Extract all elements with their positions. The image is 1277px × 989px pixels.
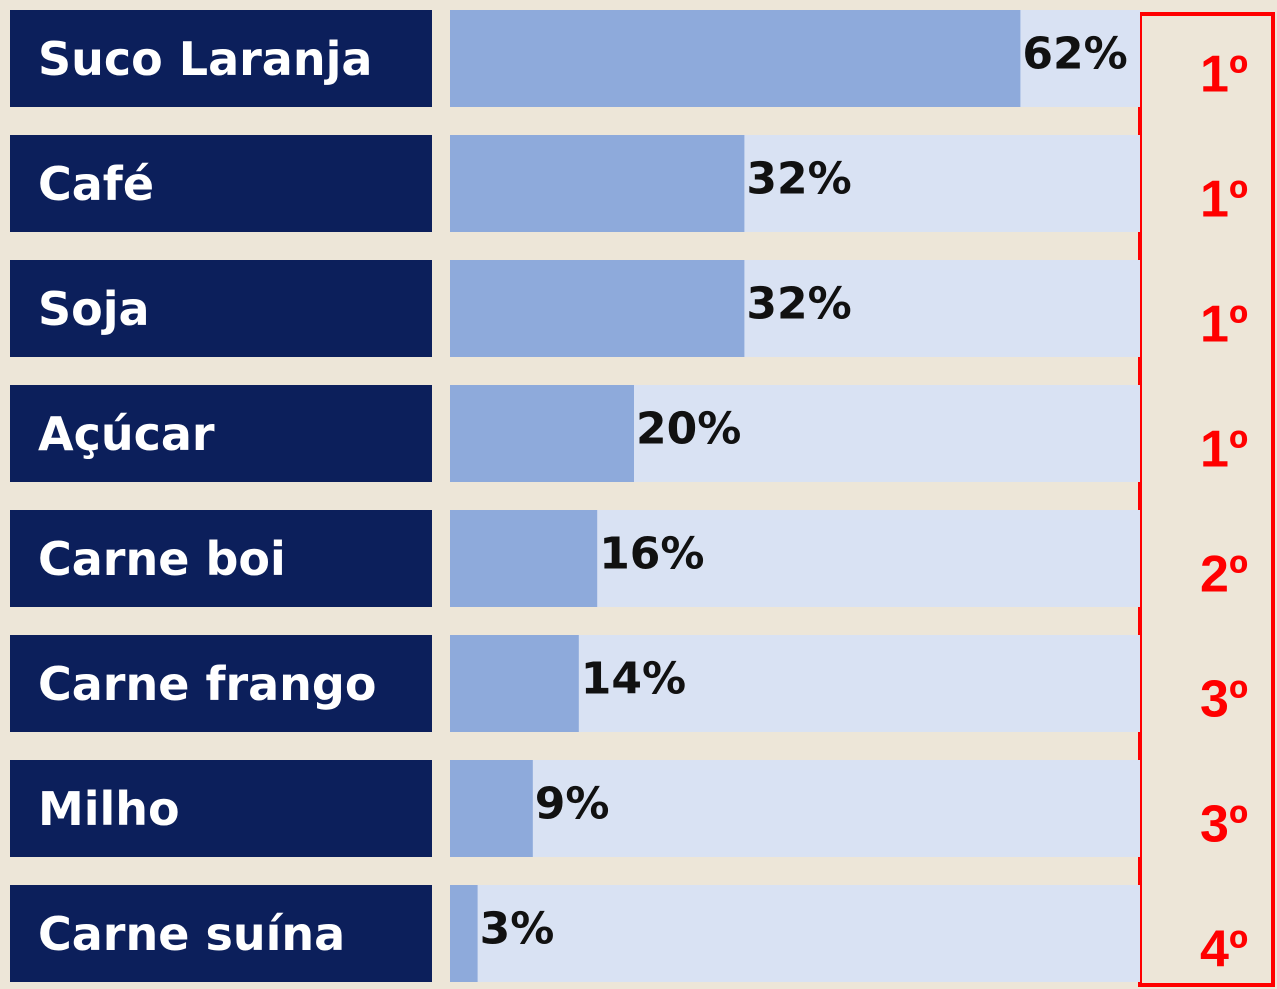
bar-track — [450, 885, 1140, 982]
rank-label: 1º — [1200, 296, 1248, 354]
rank-label: 1º — [1200, 421, 1248, 479]
bar-track — [450, 760, 1140, 857]
category-label: Suco Laranja — [38, 32, 372, 86]
value-label: 20% — [636, 404, 741, 455]
label-box — [10, 885, 432, 982]
category-label: Soja — [38, 282, 150, 336]
label-box — [10, 510, 432, 607]
value-label: 32% — [746, 279, 851, 330]
value-label: 62% — [1022, 29, 1127, 80]
bar — [450, 135, 745, 232]
category-label: Carne boi — [38, 532, 286, 586]
bar — [450, 385, 634, 482]
label-box — [10, 760, 432, 857]
label-box — [10, 385, 432, 482]
rank-label: 3º — [1200, 796, 1248, 854]
label-box — [10, 135, 432, 232]
rank-label: 1º — [1200, 46, 1248, 104]
label-box — [10, 635, 432, 732]
rank-label: 3º — [1200, 671, 1248, 729]
bar — [450, 885, 478, 982]
bar — [450, 760, 533, 857]
bar — [450, 510, 598, 607]
category-label: Café — [38, 157, 154, 211]
bar — [450, 10, 1021, 107]
rank-label: 2º — [1200, 546, 1248, 604]
value-label: 16% — [599, 529, 704, 580]
category-label: Açúcar — [38, 407, 215, 461]
bar — [450, 260, 745, 357]
value-label: 14% — [581, 654, 686, 705]
bar — [450, 635, 579, 732]
rank-label: 4º — [1200, 921, 1248, 979]
category-label: Carne frango — [38, 657, 376, 711]
value-label: 3% — [480, 904, 555, 955]
rank-frame — [1138, 12, 1275, 987]
value-label: 32% — [746, 154, 851, 205]
value-label: 9% — [535, 779, 610, 830]
category-label: Carne suína — [38, 907, 345, 961]
label-box — [10, 260, 432, 357]
label-box — [10, 10, 432, 107]
rank-label: 1º — [1200, 171, 1248, 229]
category-label: Milho — [38, 782, 180, 836]
